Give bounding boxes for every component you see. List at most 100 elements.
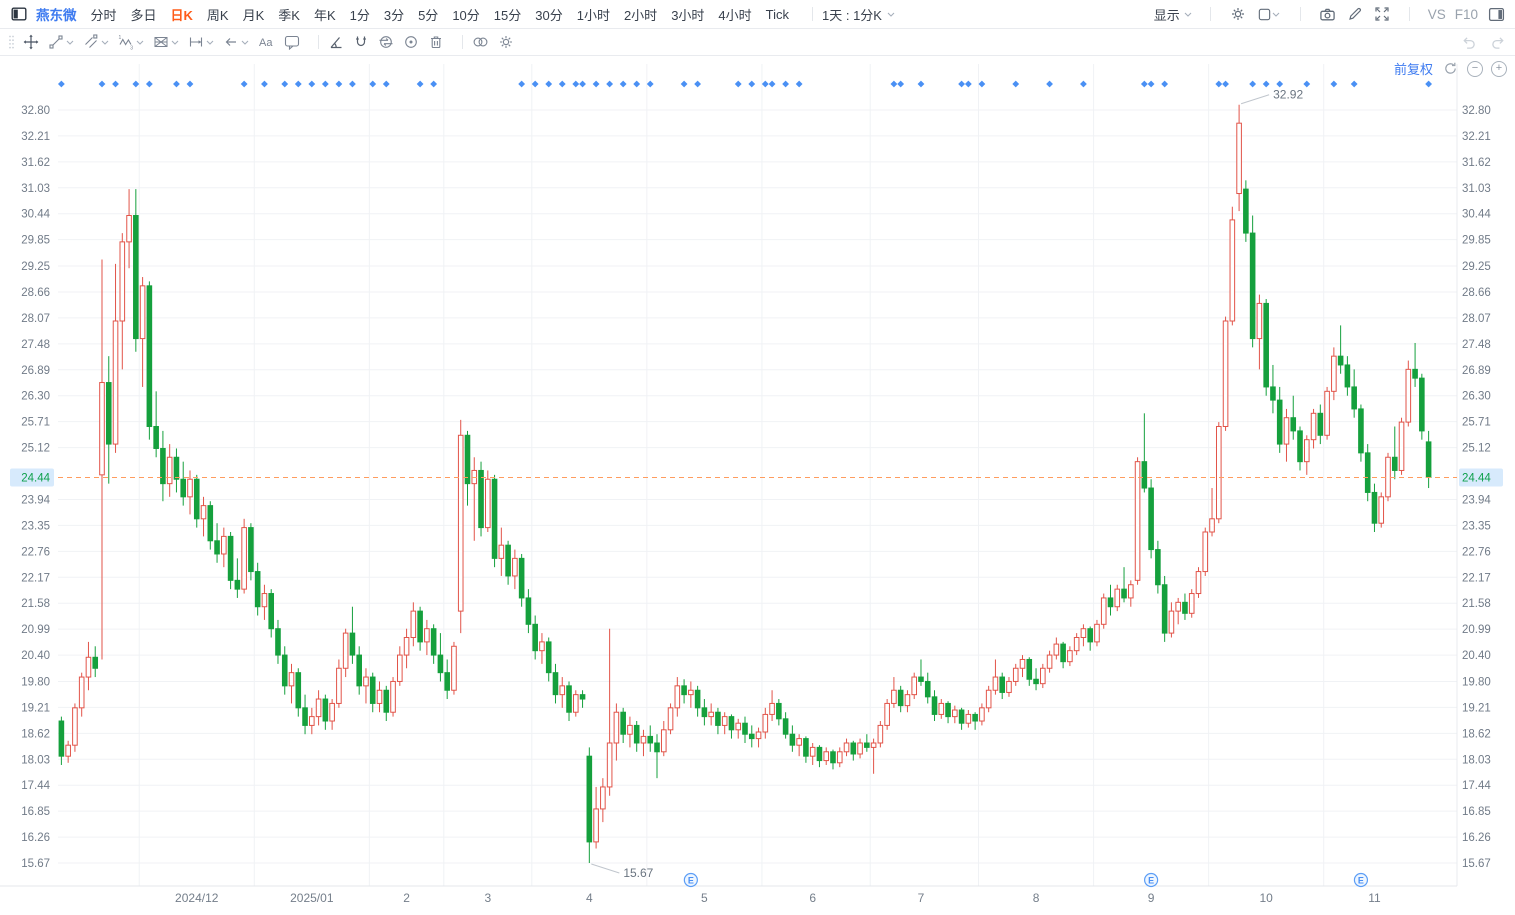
candle[interactable]	[613, 711, 620, 744]
apply-all-tool[interactable]	[378, 34, 394, 50]
note-diamond-marker[interactable]	[694, 80, 702, 88]
f10-button[interactable]: F10	[1454, 6, 1478, 22]
candle[interactable]	[1310, 412, 1317, 441]
candle[interactable]	[464, 434, 471, 485]
drawing-settings-gear-icon[interactable]	[498, 34, 514, 50]
candle[interactable]	[356, 654, 362, 687]
candle[interactable]	[173, 456, 180, 480]
period-tab-17[interactable]: Tick	[765, 6, 790, 22]
candle[interactable]	[1317, 412, 1324, 436]
period-tab-16[interactable]: 4小时	[718, 7, 752, 23]
reset-view-icon[interactable]	[1441, 60, 1459, 78]
candle[interactable]	[234, 579, 241, 590]
gann-box-tool[interactable]	[153, 34, 179, 50]
note-diamond-marker[interactable]	[240, 80, 248, 88]
candle[interactable]	[1229, 219, 1236, 322]
candle[interactable]	[1188, 593, 1195, 614]
candle[interactable]	[288, 672, 295, 687]
candle[interactable]	[254, 571, 261, 608]
candle[interactable]	[275, 628, 281, 656]
candle[interactable]	[539, 641, 545, 652]
candle[interactable]	[363, 676, 369, 687]
candle[interactable]	[1087, 628, 1093, 643]
candle[interactable]	[816, 746, 823, 762]
candle[interactable]	[1351, 386, 1357, 410]
candle[interactable]	[241, 527, 247, 590]
candle[interactable]	[1378, 496, 1385, 524]
note-diamond-marker[interactable]	[917, 80, 925, 88]
event-marker-circle[interactable]	[683, 872, 698, 888]
candle[interactable]	[1161, 584, 1168, 634]
candle[interactable]	[153, 425, 159, 449]
candle[interactable]	[1263, 302, 1269, 388]
note-diamond-marker[interactable]	[592, 80, 600, 88]
display-menu[interactable]: 显示	[1154, 5, 1192, 24]
note-diamond-marker[interactable]	[964, 80, 972, 88]
note-diamond-marker[interactable]	[308, 80, 316, 88]
candle[interactable]	[1236, 122, 1242, 195]
candle[interactable]	[654, 742, 660, 753]
candle[interactable]	[897, 689, 904, 707]
candle[interactable]	[376, 689, 383, 704]
candle[interactable]	[952, 709, 958, 718]
candle[interactable]	[491, 478, 498, 559]
candle[interactable]	[864, 742, 870, 748]
candle[interactable]	[369, 676, 376, 704]
candle[interactable]	[945, 702, 951, 718]
candle[interactable]	[992, 676, 999, 691]
candle[interactable]	[931, 696, 938, 715]
candle[interactable]	[701, 707, 708, 718]
candle[interactable]	[437, 654, 444, 674]
candle[interactable]	[1033, 678, 1039, 685]
candle[interactable]	[606, 742, 613, 788]
note-diamond-marker[interactable]	[572, 80, 580, 88]
candle[interactable]	[112, 320, 119, 445]
candle[interactable]	[227, 535, 234, 581]
candle[interactable]	[99, 382, 105, 476]
candle[interactable]	[979, 707, 985, 722]
candle[interactable]	[424, 628, 430, 643]
toolbar-grip-handle[interactable]	[8, 34, 15, 50]
candle[interactable]	[1175, 601, 1181, 612]
zoom-in-icon[interactable]: +	[1491, 60, 1507, 77]
candle[interactable]	[593, 808, 599, 843]
candle[interactable]	[1331, 355, 1337, 392]
angle-tool[interactable]	[328, 34, 344, 50]
candle[interactable]	[1080, 628, 1087, 638]
candle[interactable]	[187, 478, 193, 498]
candle[interactable]	[1249, 232, 1256, 340]
candle[interactable]	[336, 667, 342, 704]
period-tab-10[interactable]: 10分	[452, 7, 480, 23]
candle[interactable]	[924, 680, 931, 698]
candle[interactable]	[1419, 377, 1425, 432]
candle[interactable]	[545, 641, 552, 674]
note-diamond-marker[interactable]	[890, 80, 898, 88]
undo-icon[interactable]	[1459, 33, 1477, 51]
trendline-tool[interactable]	[48, 34, 74, 50]
text-tool[interactable]: Aa	[258, 34, 275, 50]
note-diamond-marker[interactable]	[1046, 80, 1053, 88]
note-diamond-marker[interactable]	[349, 80, 356, 88]
candle[interactable]	[1412, 368, 1418, 379]
candle[interactable]	[410, 610, 417, 638]
candle[interactable]	[525, 597, 532, 625]
candle[interactable]	[1040, 667, 1046, 685]
chart-style-select-icon[interactable]	[1256, 5, 1282, 23]
candle[interactable]	[457, 434, 464, 612]
candle[interactable]	[1073, 636, 1080, 652]
candle[interactable]	[1060, 643, 1066, 663]
candle[interactable]	[796, 738, 802, 746]
candle[interactable]	[221, 535, 227, 555]
candle[interactable]	[349, 632, 356, 656]
candle[interactable]	[1006, 680, 1012, 693]
candle[interactable]	[72, 707, 78, 746]
candle[interactable]	[329, 702, 335, 722]
note-diamond-marker[interactable]	[1215, 80, 1223, 88]
candle[interactable]	[1391, 456, 1398, 471]
candle[interactable]	[600, 786, 606, 810]
note-diamond-marker[interactable]	[186, 80, 194, 88]
candle[interactable]	[261, 593, 268, 608]
candle[interactable]	[985, 689, 992, 709]
note-diamond-marker[interactable]	[416, 80, 424, 88]
